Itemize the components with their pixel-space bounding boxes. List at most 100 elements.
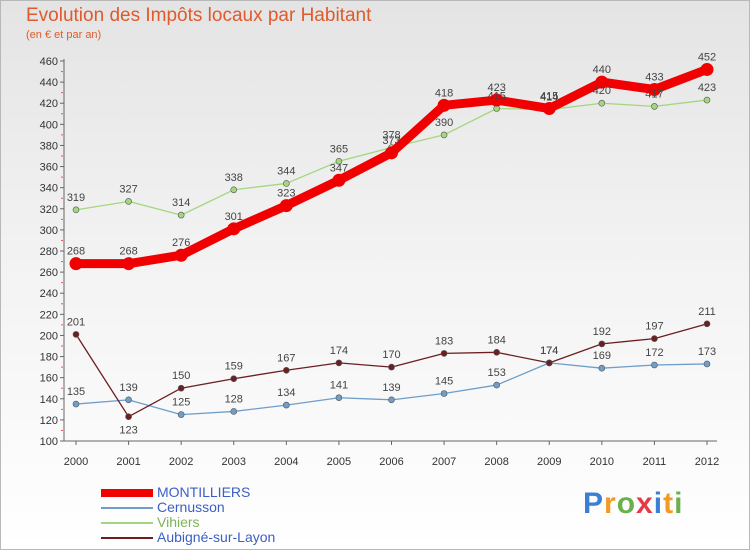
- y-tick-label: 140: [40, 394, 58, 406]
- x-tick-label: 2000: [64, 456, 88, 468]
- x-tick-label: 2001: [116, 456, 140, 468]
- data-point: [388, 363, 395, 371]
- data-point: [440, 390, 448, 397]
- logo-letter: P: [583, 487, 605, 520]
- data-label: 173: [698, 346, 716, 358]
- data-label: 433: [645, 72, 663, 84]
- y-tick-label: 380: [40, 140, 58, 152]
- data-point: [595, 75, 609, 89]
- data-point: [651, 335, 658, 342]
- data-label: 174: [540, 345, 558, 357]
- data-point: [598, 99, 606, 107]
- x-tick-label: 2007: [432, 456, 456, 468]
- y-tick-label: 180: [40, 352, 58, 364]
- data-label: 390: [435, 117, 453, 129]
- data-point: [647, 83, 661, 96]
- legend-label: Cernusson: [157, 499, 225, 515]
- data-label: 319: [67, 192, 85, 204]
- data-point: [493, 349, 500, 356]
- y-tick-label: 220: [40, 309, 58, 321]
- data-point: [437, 98, 451, 112]
- y-tick-label: 320: [40, 204, 58, 216]
- legend-swatch: [101, 537, 153, 539]
- x-tick-label: 2006: [379, 456, 403, 468]
- data-point: [72, 206, 80, 214]
- data-point: [177, 411, 185, 418]
- x-tick-label: 2010: [590, 456, 614, 468]
- data-label: 139: [119, 382, 137, 394]
- legend-swatch: [101, 507, 153, 509]
- data-point: [703, 360, 711, 368]
- data-label: 378: [382, 130, 400, 142]
- data-label: 170: [382, 349, 400, 361]
- data-label: 174: [540, 345, 558, 357]
- y-tick-label: 400: [40, 119, 58, 131]
- data-point: [335, 157, 343, 165]
- data-label: 141: [330, 380, 348, 392]
- data-label: 268: [67, 246, 85, 258]
- data-label: 192: [593, 326, 611, 338]
- data-label: 365: [330, 143, 348, 155]
- x-tick-label: 2008: [484, 456, 508, 468]
- data-label: 423: [487, 82, 505, 94]
- data-point: [598, 340, 606, 348]
- data-label: 125: [172, 397, 190, 409]
- y-tick-label: 440: [40, 77, 58, 89]
- data-point: [598, 364, 606, 372]
- data-point: [72, 331, 80, 338]
- x-tick-label: 2002: [169, 456, 193, 468]
- y-tick-label: 260: [40, 267, 58, 279]
- logo-letter: r: [604, 487, 617, 520]
- data-label: 128: [225, 393, 243, 405]
- data-label: 347: [330, 162, 348, 174]
- data-point: [174, 248, 188, 262]
- data-label: 184: [487, 334, 505, 346]
- data-point: [283, 401, 290, 409]
- data-point: [177, 384, 185, 392]
- x-tick-label: 2003: [222, 456, 246, 468]
- y-tick-label: 240: [40, 288, 58, 300]
- y-tick-label: 280: [40, 246, 58, 258]
- data-label: 197: [645, 321, 663, 333]
- data-point: [177, 211, 185, 219]
- logo-letter: x: [636, 487, 654, 520]
- data-point: [440, 350, 448, 357]
- data-label: 452: [698, 51, 716, 63]
- data-point: [545, 359, 553, 367]
- x-tick-label: 2005: [327, 456, 351, 468]
- chart-subtitle: (en € et par an): [26, 29, 102, 41]
- data-point: [651, 361, 658, 369]
- data-label: 327: [119, 183, 137, 195]
- data-point: [230, 375, 238, 383]
- data-point: [335, 394, 343, 402]
- data-label: 418: [435, 87, 453, 99]
- data-point: [440, 131, 448, 139]
- legend-label: Aubigné-sur-Layon: [157, 529, 276, 545]
- logo-letter: i: [674, 487, 684, 520]
- data-label: 314: [172, 197, 190, 209]
- data-label: 135: [67, 386, 85, 398]
- legend-swatch: [101, 489, 153, 497]
- y-tick-label: 460: [40, 56, 58, 68]
- data-label: 167: [277, 352, 295, 364]
- data-label: 172: [645, 347, 663, 359]
- data-label: 415: [487, 91, 505, 103]
- legend-swatch: [101, 522, 153, 524]
- data-label: 159: [225, 361, 243, 373]
- data-label: 201: [67, 316, 85, 328]
- data-label: 420: [593, 85, 611, 97]
- data-label: 276: [172, 237, 190, 249]
- logo-letter: o: [616, 487, 637, 520]
- y-tick-label: 120: [40, 415, 58, 427]
- data-point: [651, 103, 658, 110]
- y-tick-label: 340: [40, 183, 58, 195]
- data-label: 417: [645, 88, 663, 100]
- data-label: 268: [119, 246, 137, 258]
- data-label: 414: [540, 92, 558, 104]
- data-point: [230, 186, 238, 194]
- data-label: 344: [277, 165, 295, 177]
- data-label: 174: [330, 345, 348, 357]
- data-point: [335, 359, 343, 367]
- data-point: [542, 102, 556, 115]
- x-tick-label: 2004: [274, 456, 298, 468]
